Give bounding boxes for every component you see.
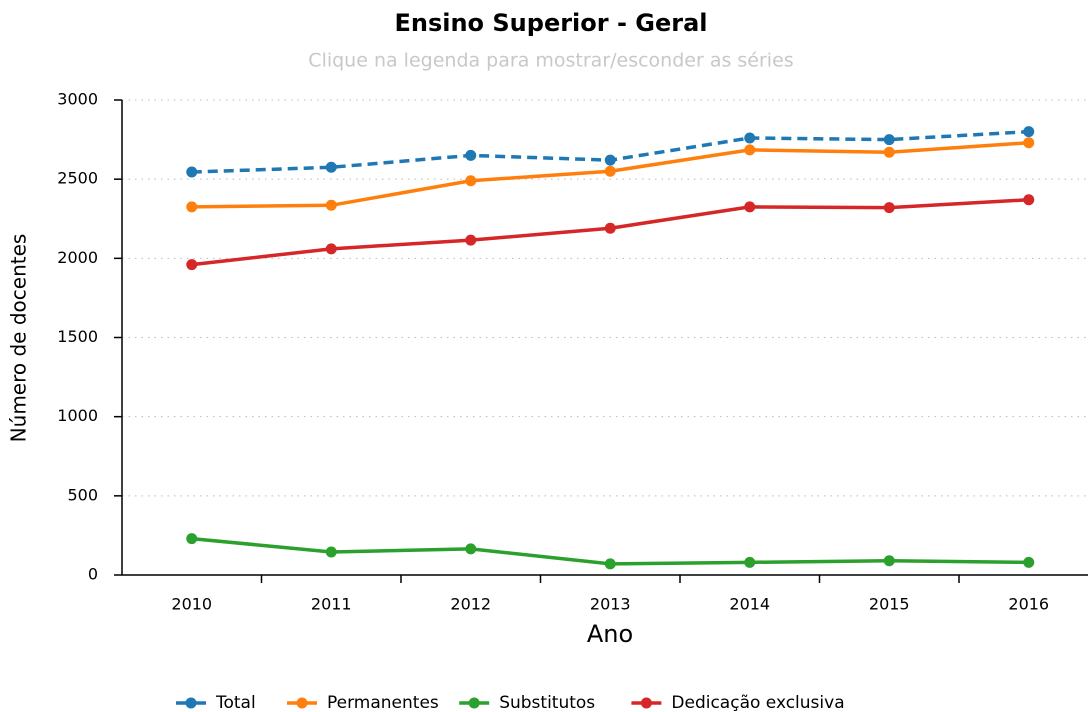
legend-marker bbox=[296, 697, 308, 709]
y-tick-label: 500 bbox=[67, 485, 98, 504]
legend-label: Substitutos bbox=[499, 693, 595, 712]
data-point bbox=[604, 154, 616, 166]
x-tick-label: 2010 bbox=[171, 595, 212, 614]
y-tick-label: 1500 bbox=[57, 327, 98, 346]
legend-item[interactable]: Total bbox=[176, 693, 256, 712]
data-point bbox=[883, 202, 895, 214]
data-point bbox=[744, 201, 756, 213]
data-point bbox=[186, 533, 198, 545]
data-point bbox=[325, 243, 337, 255]
legend-marker bbox=[640, 697, 652, 709]
x-tick-label: 2014 bbox=[729, 595, 770, 614]
data-point bbox=[883, 146, 895, 158]
legend-label: Permanentes bbox=[327, 693, 439, 712]
chart-subtitle: Clique na legenda para mostrar/esconder … bbox=[308, 50, 793, 72]
y-tick-label: 0 bbox=[88, 565, 98, 584]
legend-item[interactable]: Substitutos bbox=[459, 693, 595, 712]
data-point bbox=[744, 556, 756, 568]
legend-marker bbox=[468, 697, 480, 709]
data-point bbox=[325, 199, 337, 211]
y-axis-label: Número de docentes bbox=[7, 234, 31, 443]
legend-label: Dedicação exclusiva bbox=[671, 693, 844, 712]
data-point bbox=[465, 175, 477, 187]
y-tick-label: 2500 bbox=[57, 169, 98, 188]
data-point bbox=[604, 222, 616, 234]
x-tick-label: 2013 bbox=[590, 595, 631, 614]
data-point bbox=[883, 134, 895, 146]
legend-item[interactable]: Dedicação exclusiva bbox=[631, 693, 845, 712]
data-point bbox=[1023, 194, 1035, 206]
data-point bbox=[186, 201, 198, 213]
data-point bbox=[1023, 556, 1035, 568]
x-tick-label: 2011 bbox=[311, 595, 352, 614]
x-tick-label: 2016 bbox=[1008, 595, 1049, 614]
data-point bbox=[325, 546, 337, 558]
data-point bbox=[325, 161, 337, 173]
data-point bbox=[186, 166, 198, 178]
x-tick-label: 2012 bbox=[450, 595, 491, 614]
data-point bbox=[465, 543, 477, 555]
legend-marker bbox=[185, 697, 197, 709]
chart-title: Ensino Superior - Geral bbox=[394, 9, 707, 37]
x-tick-label: 2015 bbox=[869, 595, 910, 614]
data-point bbox=[604, 165, 616, 177]
data-point bbox=[1023, 137, 1035, 149]
legend-label: Total bbox=[215, 693, 256, 712]
y-tick-label: 2000 bbox=[57, 248, 98, 267]
legend-item[interactable]: Permanentes bbox=[287, 693, 439, 712]
data-point bbox=[744, 144, 756, 156]
y-tick-label: 3000 bbox=[57, 90, 98, 109]
data-point bbox=[1023, 126, 1035, 138]
x-axis-label: Ano bbox=[587, 620, 633, 648]
y-tick-label: 1000 bbox=[57, 406, 98, 425]
data-point bbox=[883, 555, 895, 567]
data-point bbox=[465, 149, 477, 161]
data-point bbox=[744, 132, 756, 144]
data-point bbox=[186, 259, 198, 271]
data-point bbox=[465, 234, 477, 246]
legend: Total Permanentes Substitutos Dedicação exc… bbox=[176, 693, 845, 712]
data-point bbox=[604, 558, 616, 570]
